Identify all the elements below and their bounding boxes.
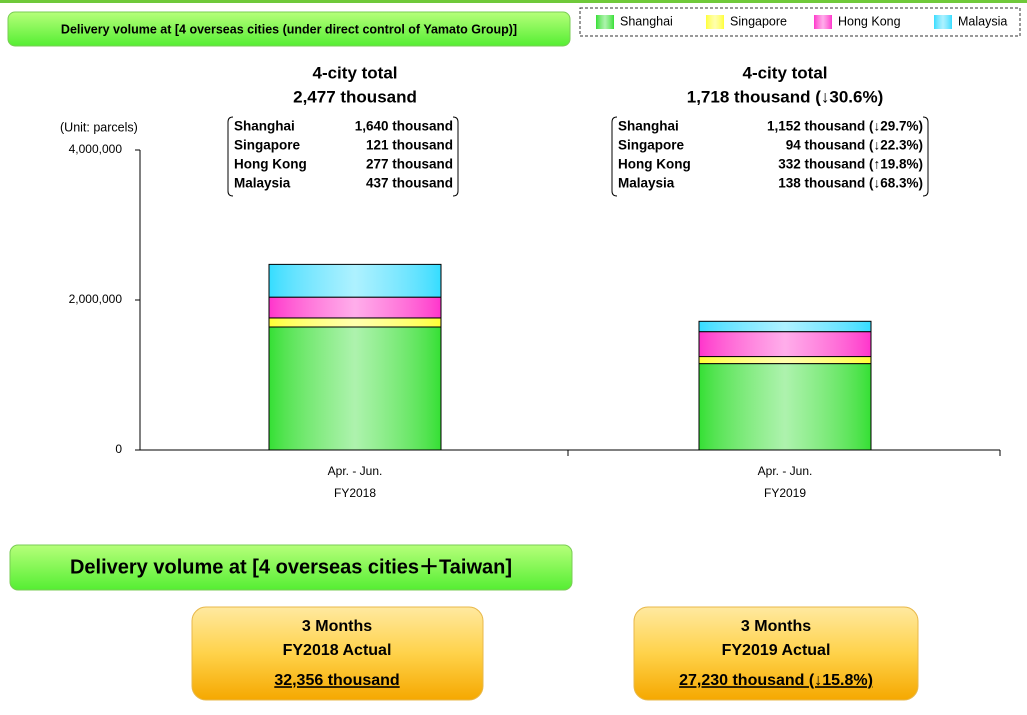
bar-segment	[698, 356, 872, 365]
breakdown-name: Shanghai	[234, 119, 295, 134]
summary-box	[633, 606, 919, 701]
breakdown-value: 277 thousand	[366, 157, 453, 172]
summary-box	[191, 606, 484, 701]
breakdown-name: Malaysia	[234, 176, 291, 191]
breakdown-value: 1,640 thousand	[355, 119, 453, 134]
legend-swatch	[814, 15, 832, 29]
total-value: 1,718 thousand (↓30.6%)	[687, 87, 884, 106]
y-tick-label: 4,000,000	[69, 142, 123, 156]
breakdown-value: 121 thousand	[366, 138, 453, 153]
y-axis-label: (Unit: parcels)	[60, 120, 138, 134]
legend-label: Hong Kong	[838, 14, 901, 28]
summary-title: Delivery volume at [4 overseas cities＋Ta…	[70, 556, 512, 578]
x-tick-label: Apr. - Jun.	[758, 464, 813, 478]
legend-label: Singapore	[730, 14, 787, 28]
summary-title-box	[9, 544, 573, 591]
bar-segment	[698, 363, 872, 451]
legend-label: Shanghai	[620, 14, 673, 28]
x-tick-label: Apr. - Jun.	[328, 464, 383, 478]
summary-period: 3 Months	[302, 618, 372, 635]
summary-period: 3 Months	[741, 618, 811, 635]
breakdown-name: Singapore	[234, 138, 301, 153]
legend-box	[579, 7, 1021, 37]
bar-segment	[268, 317, 442, 328]
summary-label: FY2019 Actual	[722, 642, 831, 659]
bar-segment	[268, 263, 442, 298]
breakdown-name: Shanghai	[618, 119, 679, 134]
total-title: 4-city total	[742, 63, 827, 82]
bar-segment	[698, 331, 872, 358]
bar-segment	[268, 296, 442, 319]
title-box	[7, 11, 571, 47]
summary-value: 32,356 thousand	[274, 672, 399, 689]
breakdown-value: 332 thousand (↑19.8%)	[778, 157, 923, 172]
breakdown-name: Hong Kong	[618, 157, 691, 172]
bracket	[227, 116, 234, 197]
legend-swatch	[934, 15, 952, 29]
y-tick-label: 0	[115, 442, 122, 456]
legend-swatch	[596, 15, 614, 29]
bracket	[611, 116, 618, 197]
y-tick-label: 2,000,000	[69, 292, 123, 306]
breakdown-value: 1,152 thousand (↓29.7%)	[767, 119, 923, 134]
legend-label: Malaysia	[958, 14, 1007, 28]
breakdown-value: 138 thousand (↓68.3%)	[778, 176, 923, 191]
legend-swatch	[706, 15, 724, 29]
breakdown-name: Malaysia	[618, 176, 675, 191]
breakdown-value: 437 thousand	[366, 176, 453, 191]
bracket	[452, 116, 459, 197]
bar-segment	[268, 326, 442, 451]
total-title: 4-city total	[312, 63, 397, 82]
breakdown-name: Hong Kong	[234, 157, 307, 172]
summary-value: 27,230 thousand (↓15.8%)	[679, 672, 873, 689]
top-strip	[0, 0, 1027, 3]
x-tick-label: FY2019	[764, 486, 806, 500]
chart-title: Delivery volume at [4 overseas cities (u…	[61, 22, 517, 36]
bar-segment	[698, 320, 872, 333]
bracket	[922, 116, 929, 197]
summary-label: FY2018 Actual	[283, 642, 392, 659]
breakdown-name: Singapore	[618, 138, 685, 153]
total-value: 2,477 thousand	[293, 87, 417, 106]
x-tick-label: FY2018	[334, 486, 376, 500]
breakdown-value: 94 thousand (↓22.3%)	[786, 138, 923, 153]
